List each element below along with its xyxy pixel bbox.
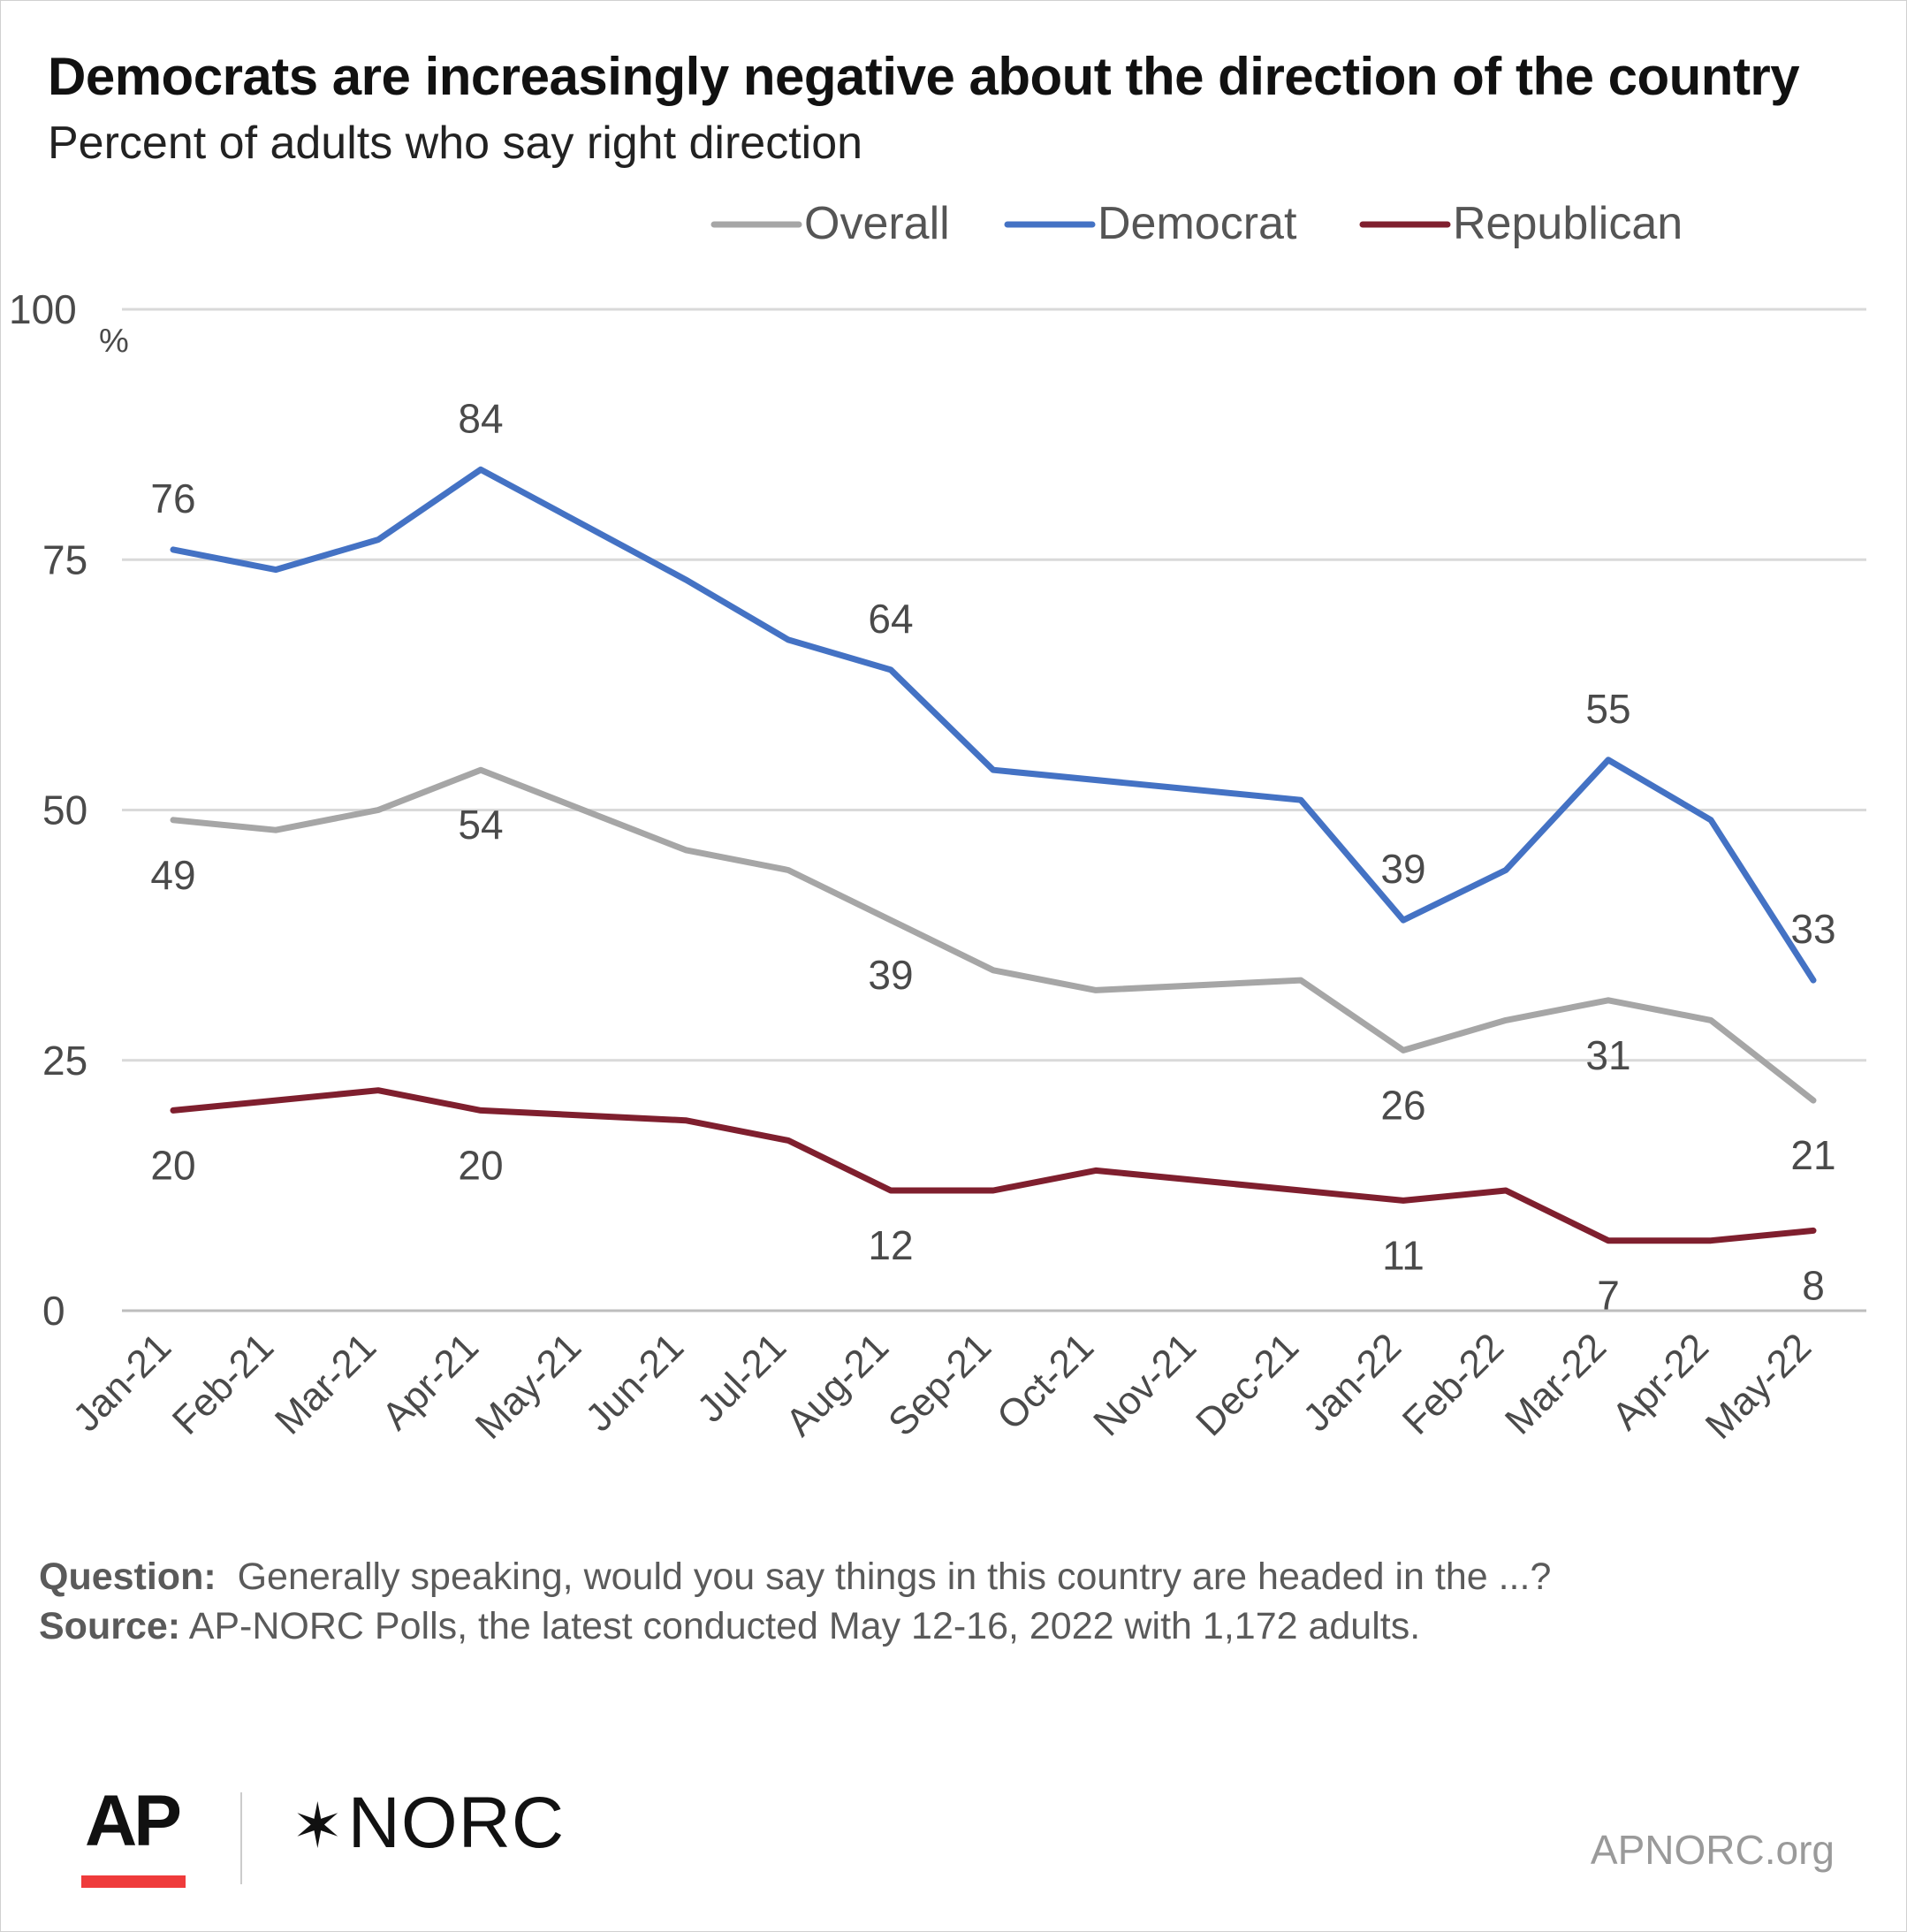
x-tick-label: Feb-21 bbox=[164, 1325, 282, 1442]
logo-divider bbox=[240, 1792, 242, 1884]
series-line-democrat bbox=[170, 466, 1817, 984]
legend-label: Republican bbox=[1453, 198, 1683, 249]
x-tick-label: Sep-21 bbox=[880, 1325, 999, 1444]
line-chart: 0255075100%Jan-21Feb-21Mar-21Apr-21May-2… bbox=[9, 198, 1866, 1448]
data-label: 26 bbox=[1380, 1082, 1425, 1128]
x-tick-label: May-21 bbox=[467, 1325, 589, 1447]
y-tick-label: 50 bbox=[42, 787, 87, 833]
data-label: 12 bbox=[868, 1222, 913, 1268]
x-tick-label: May-22 bbox=[1698, 1325, 1820, 1447]
y-tick-label: 75 bbox=[42, 536, 87, 582]
x-tick-label: Mar-21 bbox=[267, 1325, 384, 1442]
ap-logo: AP bbox=[85, 1781, 182, 1861]
data-label: 64 bbox=[868, 596, 913, 642]
ap-logo-bar bbox=[81, 1875, 186, 1888]
source-label: Source: bbox=[39, 1605, 181, 1647]
legend-label: Democrat bbox=[1098, 198, 1297, 249]
x-tick-label: Dec-21 bbox=[1188, 1325, 1307, 1444]
legend-label: Overall bbox=[804, 198, 950, 249]
question-note: Question: Generally speaking, would you … bbox=[39, 1555, 1551, 1599]
chart-title: Democrats are increasingly negative abou… bbox=[48, 47, 1800, 106]
source-note: Source: AP-NORC Polls, the latest conduc… bbox=[39, 1605, 1420, 1648]
chart-subtitle: Percent of adults who say right directio… bbox=[48, 118, 863, 169]
question-text: Generally speaking, would you say things… bbox=[237, 1555, 1552, 1598]
data-label: 20 bbox=[150, 1142, 195, 1188]
question-label: Question: bbox=[39, 1555, 217, 1598]
data-label: 7 bbox=[1597, 1273, 1620, 1319]
x-tick-label: Apr-21 bbox=[374, 1325, 487, 1438]
data-label: 8 bbox=[1802, 1262, 1825, 1308]
site-url: APNORC.org bbox=[1590, 1827, 1835, 1873]
data-label: 21 bbox=[1790, 1132, 1835, 1178]
norc-logo: ✶NORC bbox=[292, 1782, 565, 1865]
x-tick-label: Aug-21 bbox=[778, 1325, 897, 1444]
data-label: 31 bbox=[1585, 1032, 1630, 1078]
data-label: 49 bbox=[150, 852, 195, 898]
y-unit-label: % bbox=[99, 323, 129, 360]
norc-logo-text: NORC bbox=[347, 1783, 566, 1863]
source-text: AP-NORC Polls, the latest conducted May … bbox=[188, 1605, 1421, 1647]
data-label: 20 bbox=[458, 1142, 503, 1188]
data-label: 39 bbox=[1380, 846, 1425, 892]
series-line-republican bbox=[170, 1087, 1817, 1244]
data-label: 54 bbox=[458, 802, 503, 848]
norc-star-icon: ✶ bbox=[292, 1791, 345, 1860]
x-tick-label: Jun-21 bbox=[577, 1325, 692, 1440]
x-tick-label: Apr-22 bbox=[1604, 1325, 1717, 1438]
x-tick-label: Feb-22 bbox=[1394, 1325, 1512, 1442]
x-tick-label: Oct-21 bbox=[989, 1325, 1102, 1438]
data-label: 55 bbox=[1585, 686, 1630, 732]
data-label: 76 bbox=[150, 475, 195, 521]
y-tick-label: 25 bbox=[42, 1038, 87, 1084]
y-tick-label: 0 bbox=[42, 1288, 65, 1334]
data-label: 11 bbox=[1382, 1232, 1425, 1278]
x-tick-label: Mar-22 bbox=[1497, 1325, 1614, 1442]
x-tick-label: Jan-21 bbox=[65, 1325, 179, 1440]
data-label: 39 bbox=[868, 952, 913, 998]
series-line-overall bbox=[170, 766, 1817, 1104]
data-label: 33 bbox=[1790, 906, 1835, 952]
data-label: 84 bbox=[458, 395, 503, 441]
y-tick-label: 100 bbox=[9, 286, 77, 332]
x-tick-label: Jan-22 bbox=[1295, 1325, 1409, 1440]
x-tick-label: Nov-21 bbox=[1085, 1325, 1204, 1444]
